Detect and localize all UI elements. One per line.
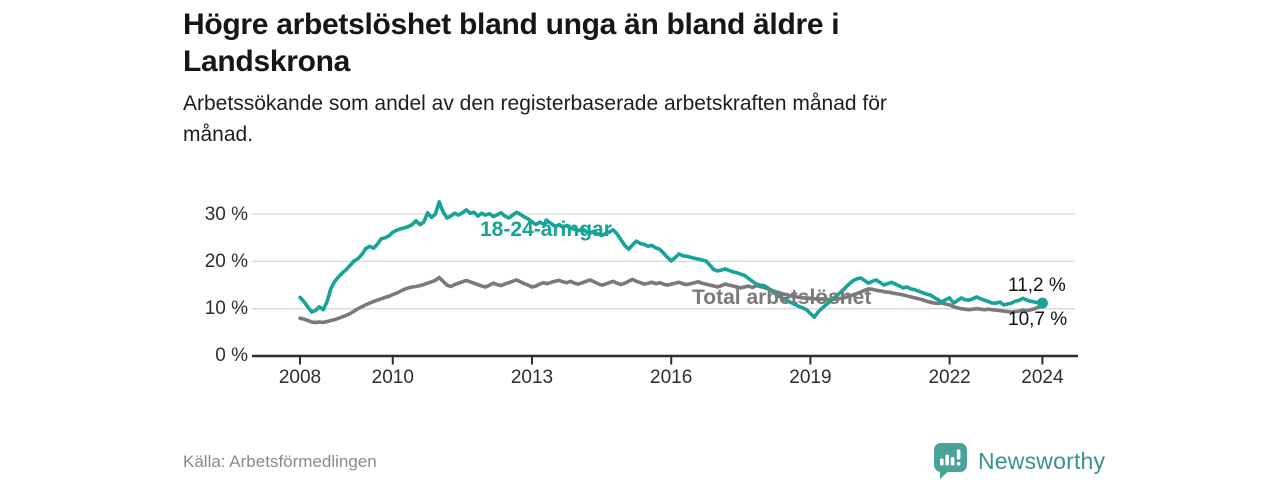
y-axis-labels: 0 % 10 % 20 % 30 % <box>205 204 248 366</box>
end-label-total: 10,7 % <box>1008 309 1067 330</box>
x-axis-label-2016: 2016 <box>650 367 692 388</box>
logo-bubble <box>934 443 967 472</box>
page-title-line-2: Landskrona <box>183 45 351 78</box>
x-axis-labels: 2008 2010 2013 2016 2019 2022 2024 <box>279 367 1064 388</box>
y-axis-label-30: 30 % <box>205 204 248 225</box>
series-label-total: Total arbetslöshet <box>692 286 871 309</box>
page-subtitle-line-1: Arbetssökande som andel av den registerb… <box>183 92 887 115</box>
series-young-line <box>298 200 1045 320</box>
x-axis-label-2019: 2019 <box>789 367 831 388</box>
gridlines <box>252 213 1075 310</box>
logo-bubble-tail <box>940 469 951 479</box>
newsworthy-wordmark: Newsworthy <box>978 447 1106 474</box>
series-label-young: 18-24-åringar <box>480 218 612 241</box>
logo-bar-chart-glyph <box>940 449 961 466</box>
x-axis-label-2008: 2008 <box>279 367 321 388</box>
series-total-line <box>298 275 1045 325</box>
y-axis-label-0: 0 % <box>215 345 248 366</box>
x-axis-ticks <box>299 356 1044 365</box>
page-subtitle: Arbetssökande som andel av den registerb… <box>183 88 1063 150</box>
y-axis-label-10: 10 % <box>205 298 248 319</box>
x-axis-label-2024: 2024 <box>1021 367 1064 388</box>
source-note: Källa: Arbetsförmedlingen <box>183 452 377 471</box>
end-label-young: 11,2 % <box>1008 275 1066 296</box>
newsworthy-bubble-icon <box>934 443 967 479</box>
x-axis-label-2022: 2022 <box>928 367 970 388</box>
y-axis-label-20: 20 % <box>205 251 248 272</box>
page-title-line-1: Högre arbetslöshet bland unga än bland ä… <box>183 8 840 41</box>
page-subtitle-line-2: månad. <box>183 123 254 146</box>
newsworthy-logo[interactable]: Newsworthy <box>933 442 1105 480</box>
page-title: Högre arbetslöshet bland unga än bland ä… <box>183 6 1043 80</box>
x-axis-label-2013: 2013 <box>511 367 553 388</box>
series-endpoint-dot <box>1036 297 1048 309</box>
x-axis-label-2010: 2010 <box>372 367 414 388</box>
